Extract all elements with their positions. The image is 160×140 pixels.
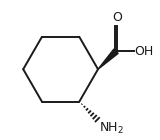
Text: O: O [112, 10, 122, 24]
Text: OH: OH [135, 46, 154, 58]
Text: NH$_2$: NH$_2$ [99, 121, 124, 136]
Polygon shape [98, 49, 118, 69]
